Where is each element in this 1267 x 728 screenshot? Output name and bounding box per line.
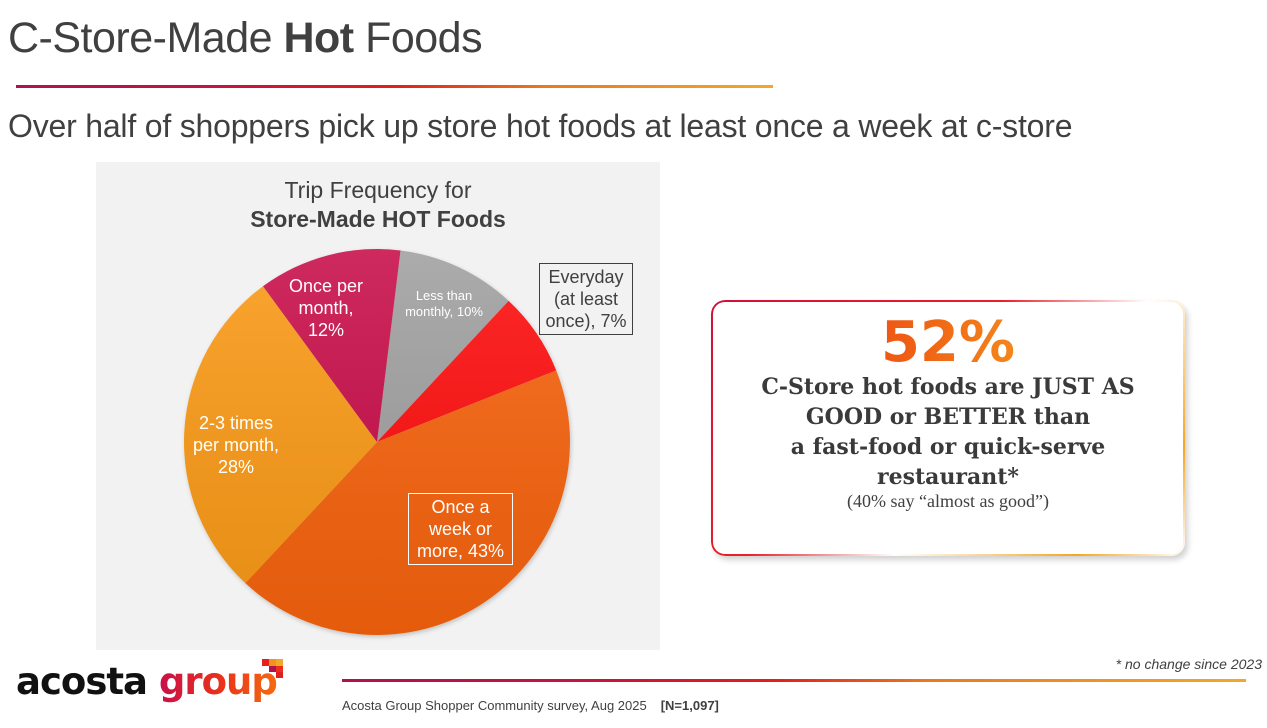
logo-pixel-mark-icon [262,659,283,678]
pie-chart [183,249,571,636]
stat-note: (40% say “almost as good”) [847,491,1049,511]
stat-value: 52% [711,308,1185,378]
stat-description: C-Store hot foods are JUST AS GOOD or BE… [761,374,1135,490]
page-subtitle: Over half of shoppers pick up store hot … [8,108,1073,144]
label-once-per-month: Once per month, 12% [288,276,364,340]
footer-divider [342,679,1246,682]
pie-chart-panel: Trip Frequency for Store-Made HOT Foods … [96,162,660,650]
label-once-a-week: Once a week or more, 43% [408,493,513,565]
label-everyday: Everyday (at least once), 7% [539,263,633,335]
footnote: * no change since 2023 [1115,656,1262,672]
label-2-3-times: 2-3 times per month, 28% [192,413,280,477]
acosta-group-logo: acosta group [16,660,278,703]
stat-callout-border [711,300,1185,556]
chart-title: Trip Frequency for Store-Made HOT Foods [250,177,506,232]
title-divider [16,85,773,88]
page-title: C-Store-Made Hot Foods [8,14,483,62]
source-citation: Acosta Group Shopper Community survey, A… [342,698,719,713]
label-less-than-monthly: Less than monthly, 10% [405,288,483,319]
